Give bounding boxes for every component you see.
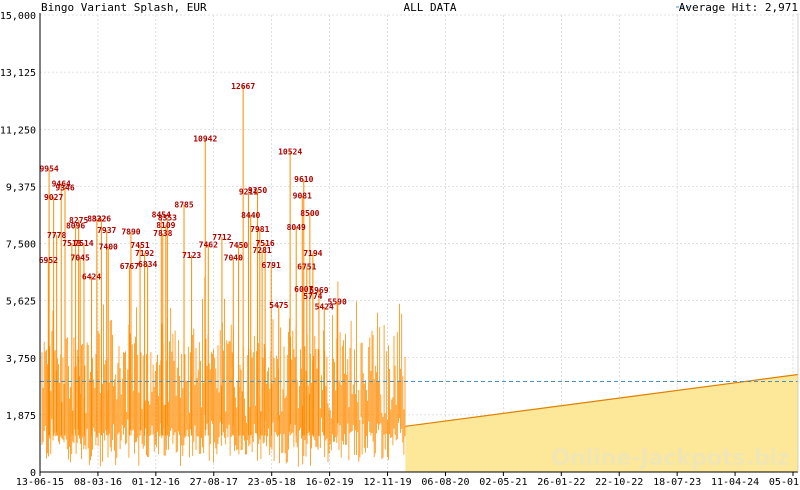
- peak-value-label: 8440: [241, 211, 260, 220]
- y-tick-label: 9,375: [6, 182, 36, 193]
- peak-value-label: 6751: [297, 262, 316, 271]
- peak-value-label: 8326: [92, 214, 111, 223]
- peak-value-label: 7890: [121, 228, 140, 237]
- x-tick-label: 18-07-23: [653, 477, 701, 488]
- peak-value-label: 6424: [82, 272, 101, 281]
- watermark: Online-Jackpots.biz: [551, 446, 790, 471]
- peak-value-label: 9954: [39, 165, 58, 174]
- jackpot-bars: [41, 86, 406, 467]
- peak-value-label: 10942: [193, 135, 217, 144]
- peak-value-label: 8353: [158, 214, 177, 223]
- y-tick-label: 1,875: [6, 411, 36, 422]
- peak-value-label: 9027: [44, 193, 63, 202]
- x-tick-label: 23-05-18: [248, 477, 296, 488]
- peak-value-label: 8500: [300, 209, 319, 218]
- peak-value-label: 9346: [55, 183, 74, 192]
- peak-value-label: 5424: [315, 303, 334, 312]
- peak-value-label: 7123: [182, 251, 201, 260]
- peak-value-label: 8109: [156, 221, 175, 230]
- x-tick-label: 26-01-22: [537, 477, 585, 488]
- peak-value-label: 7194: [303, 249, 322, 258]
- peak-value-label: 7040: [224, 254, 243, 263]
- x-tick-label: 16-02-19: [306, 477, 354, 488]
- peak-value-label: 8322: [87, 214, 106, 223]
- x-tick-label: 12-11-19: [363, 477, 411, 488]
- peak-value-label: 8049: [287, 223, 306, 232]
- peak-value-label: 6791: [262, 261, 281, 270]
- x-tick-label: 08-03-16: [74, 477, 122, 488]
- y-tick-label: 13,125: [0, 68, 36, 79]
- x-tick-label: 22-10-22: [595, 477, 643, 488]
- peak-value-label: 9081: [293, 191, 312, 200]
- x-tick-label: 05-01-25: [769, 477, 800, 488]
- peak-value-label: 7937: [97, 226, 116, 235]
- trend-area: [405, 373, 799, 472]
- peak-value-label: 7192: [135, 249, 154, 258]
- peak-value-label: 9610: [294, 175, 313, 184]
- peak-value-label: 7450: [229, 241, 248, 250]
- peak-value-label: 10524: [278, 147, 302, 156]
- x-tick-label: 01-12-16: [132, 477, 180, 488]
- peak-value-label: 8275: [69, 216, 88, 225]
- peak-value-label: 5969: [309, 286, 328, 295]
- trend-fill: [405, 374, 798, 472]
- peak-value-label: 8454: [152, 210, 171, 219]
- peak-value-label: 6767: [120, 262, 139, 271]
- axes: [39, 13, 799, 476]
- peak-value-label: 5590: [328, 298, 347, 307]
- x-tick-label: 13-06-15: [16, 477, 64, 488]
- peak-value-label: 5774: [303, 292, 322, 301]
- chart-subtitle: ALL DATA: [404, 1, 457, 14]
- trend-line: [405, 373, 799, 427]
- peak-value-label: 7281: [252, 246, 271, 255]
- x-axis-tick-labels: 13-06-15 08-03-16 01-12-16 27-08-17 23-05-18…: [16, 477, 800, 488]
- peak-value-label: 9211: [239, 187, 258, 196]
- peak-value-label: 9250: [248, 186, 267, 195]
- x-tick-label: 11-04-24: [711, 477, 759, 488]
- peak-value-label: 12667: [231, 82, 255, 91]
- peak-value-label: 7981: [250, 225, 269, 234]
- y-tick-label: 7,500: [6, 240, 36, 251]
- peak-value-label: 6007: [294, 285, 313, 294]
- peak-value-label: 6834: [138, 260, 157, 269]
- peak-value-label: 7712: [212, 233, 231, 242]
- y-tick-label: 15,000: [0, 11, 36, 22]
- x-tick-label: 27-08-17: [190, 477, 238, 488]
- peak-value-label: 7516: [255, 239, 274, 248]
- peak-value-label: 7514: [74, 239, 93, 248]
- x-tick-label: 02-05-21: [479, 477, 527, 488]
- y-tick-label: 3,750: [6, 354, 36, 365]
- chart-title: Bingo Variant Splash, EUR: [41, 1, 207, 14]
- peak-value-label: 7778: [47, 231, 66, 240]
- peak-value-label: 9464: [52, 180, 71, 189]
- peak-value-label: 7513: [62, 239, 81, 248]
- peak-value-label: 7838: [153, 229, 172, 238]
- peak-value-label: 8096: [66, 221, 85, 230]
- peak-value-label: 7045: [71, 253, 90, 262]
- y-tick-label: 11,250: [0, 125, 36, 136]
- y-tick-label: 5,625: [6, 297, 36, 308]
- peak-value-label: 7462: [199, 241, 218, 250]
- peak-value-label: 5475: [269, 301, 288, 310]
- peak-value-label: 8785: [174, 200, 193, 209]
- y-tick-label: 0: [30, 468, 36, 479]
- average-legend-label: Average Hit: 2,971: [679, 1, 798, 14]
- y-axis-tick-labels: 0 1,875 3,750 5,625 7,500 9,375 11,250 13,125 15…: [0, 11, 36, 479]
- peak-value-label: 7451: [130, 241, 149, 250]
- peak-value-label: 7400: [99, 243, 118, 252]
- peak-value-label: 6952: [39, 256, 58, 265]
- x-tick-label: 06-08-20: [421, 477, 469, 488]
